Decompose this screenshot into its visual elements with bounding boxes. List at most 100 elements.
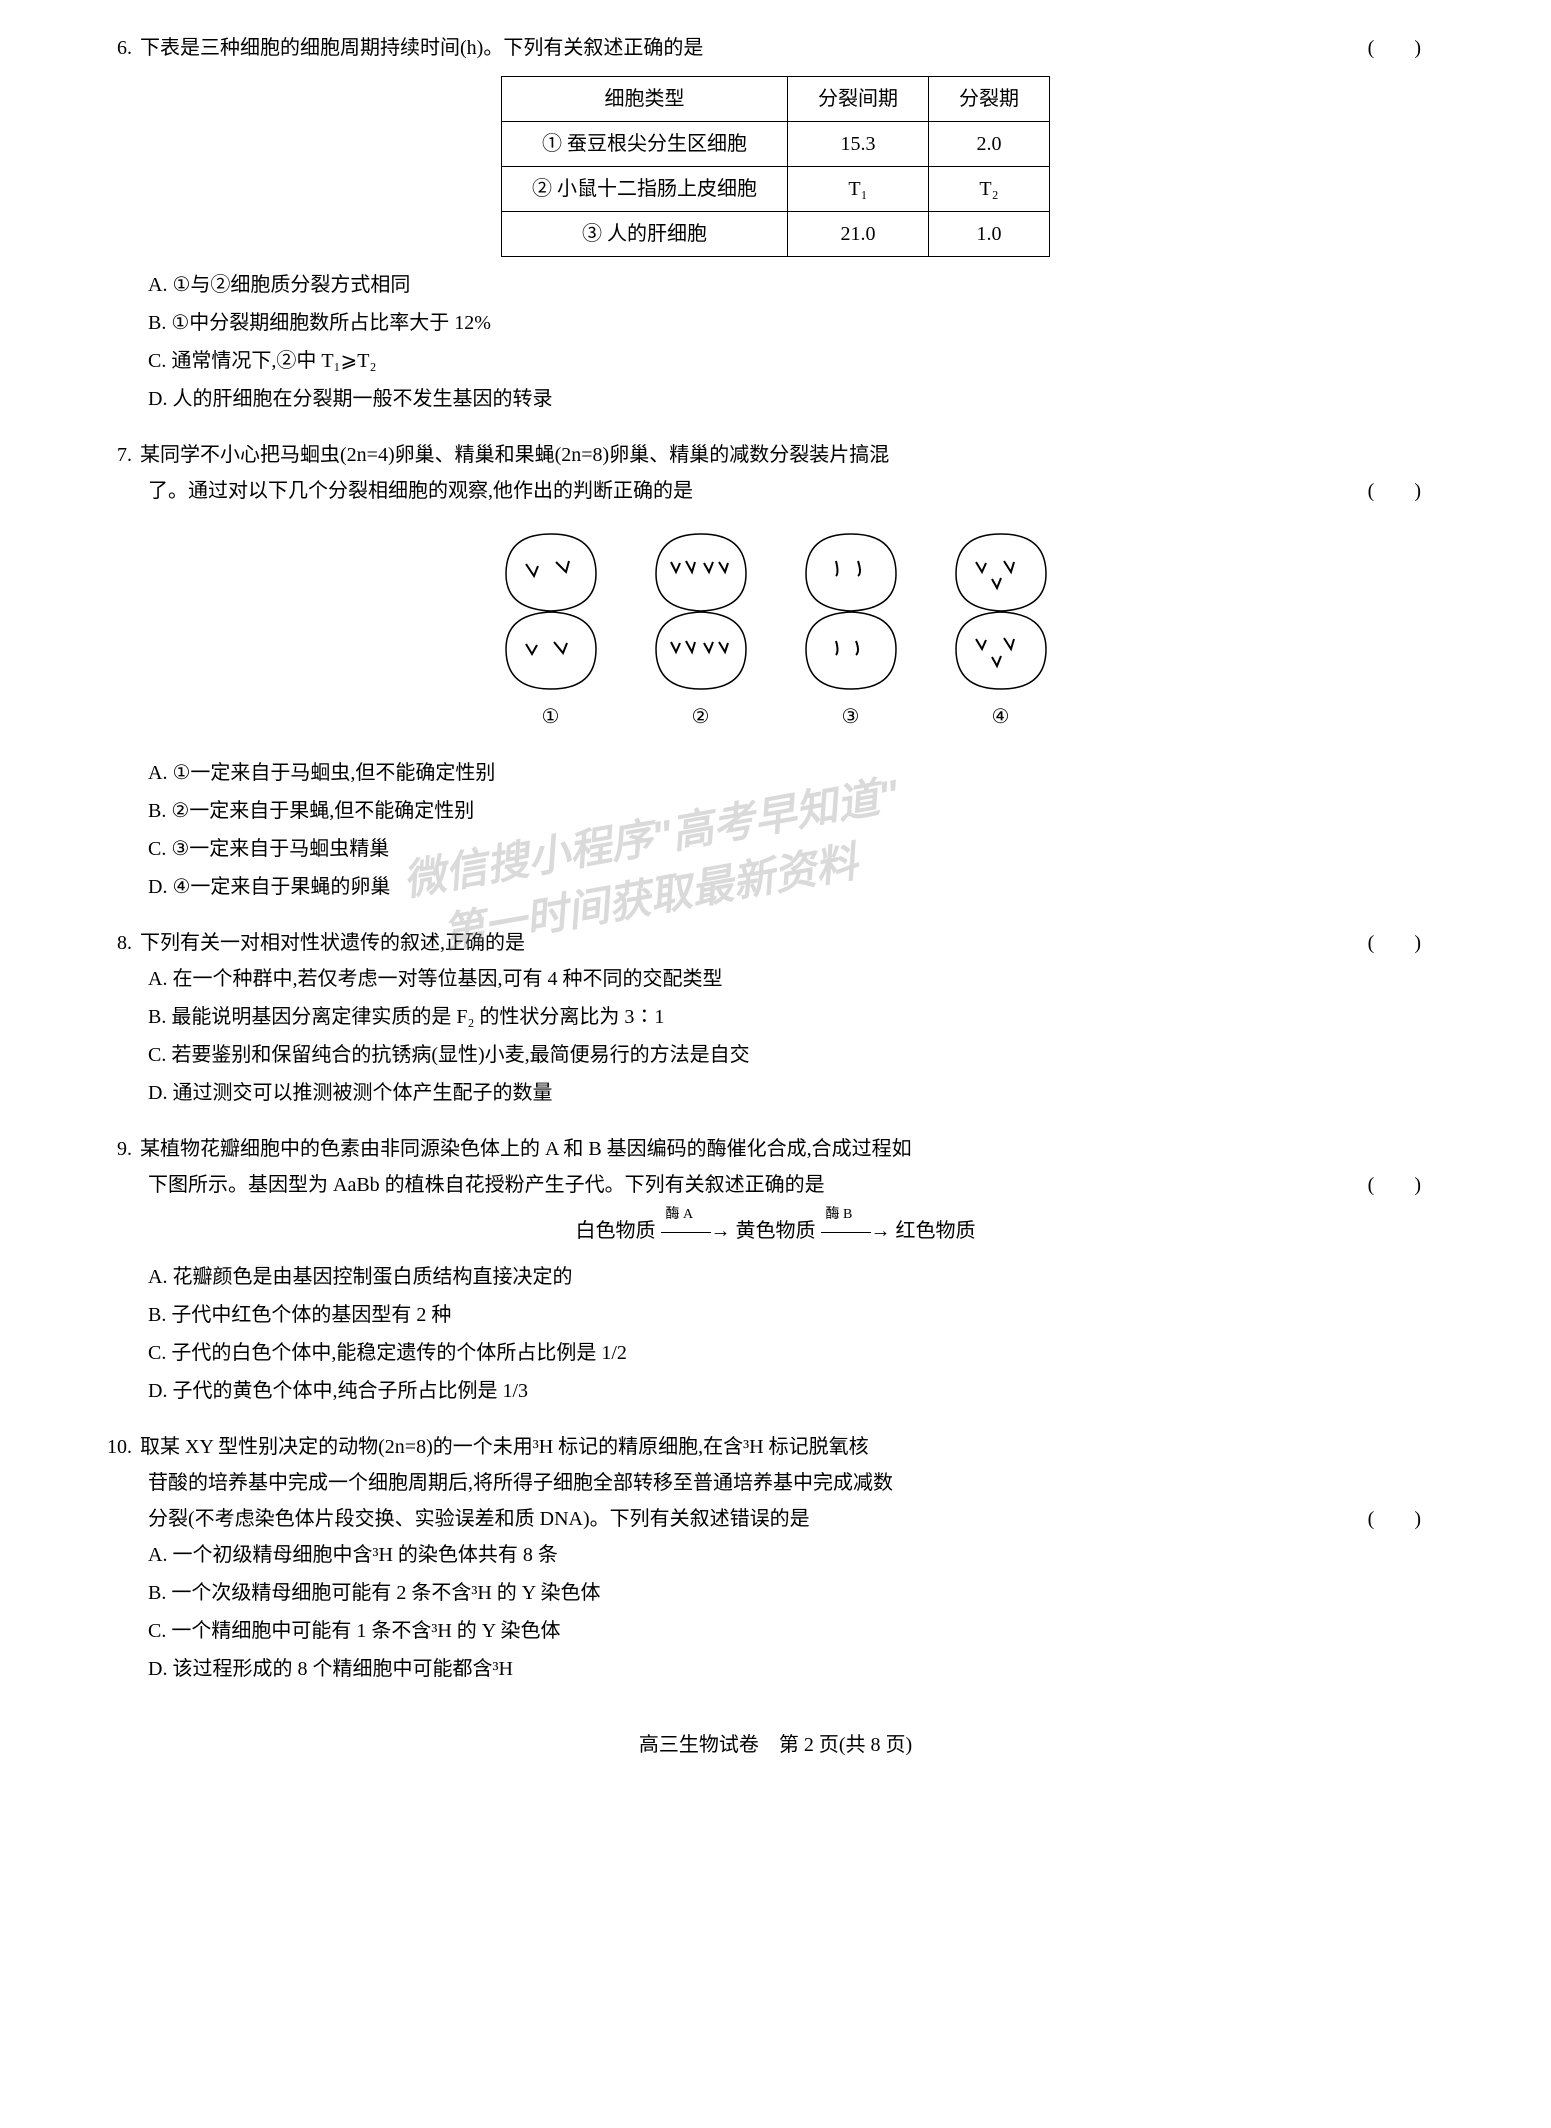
cell-item-2: ② xyxy=(646,529,756,735)
question-header: 6. 下表是三种细胞的细胞周期持续时间(h)。下列有关叙述正确的是 ( ) xyxy=(100,30,1451,66)
cell-item-4: ④ xyxy=(946,529,1056,735)
page-container: 6. 下表是三种细胞的细胞周期持续时间(h)。下列有关叙述正确的是 ( ) 细胞… xyxy=(100,30,1451,1763)
arrow-icon: 酶 B → xyxy=(821,1220,896,1242)
option-a: A. ①与②细胞质分裂方式相同 xyxy=(148,267,1451,303)
question-7: 7. 某同学不小心把马蛔虫(2n=4)卵巢、精巢和果蝇(2n=8)卵巢、精巢的减… xyxy=(100,437,1451,905)
question-text: 下列有关一对相对性状遗传的叙述,正确的是 xyxy=(140,925,1368,961)
options-list: A. 在一个种群中,若仅考虑一对等位基因,可有 4 种不同的交配类型 B. 最能… xyxy=(100,961,1451,1111)
option-c: C. 一个精细胞中可能有 1 条不含³H 的 Y 染色体 xyxy=(148,1613,1451,1649)
table-header-cell: 分裂期 xyxy=(929,77,1050,122)
cell-shape-icon xyxy=(796,529,906,694)
table-header-cell: 分裂间期 xyxy=(788,77,929,122)
enzyme-label: 酶 B xyxy=(826,1202,853,1227)
table-row: ③ 人的肝细胞 21.0 1.0 xyxy=(502,212,1050,257)
option-a: A. 在一个种群中,若仅考虑一对等位基因,可有 4 种不同的交配类型 xyxy=(148,961,1451,997)
table-row: ② 小鼠十二指肠上皮细胞 T₁ T₂ xyxy=(502,167,1050,212)
arrow-icon: 酶 A → xyxy=(661,1220,736,1242)
question-header: 10. 取某 XY 型性别决定的动物(2n=8)的一个未用³H 标记的精原细胞,… xyxy=(100,1429,1451,1465)
question-number: 10. xyxy=(100,1429,140,1465)
option-d: D. ④一定来自于果蝇的卵巢 xyxy=(148,869,1451,905)
question-header: 8. 下列有关一对相对性状遗传的叙述,正确的是 ( ) xyxy=(100,925,1451,961)
option-b: B. ②一定来自于果蝇,但不能确定性别 xyxy=(148,793,1451,829)
question-number: 7. xyxy=(100,437,140,473)
synthesis-pathway: 白色物质 酶 A → 黄色物质 酶 B → 红色物质 xyxy=(100,1213,1451,1249)
cell-shape-icon xyxy=(646,529,756,694)
cell-shape-icon xyxy=(496,529,606,694)
cell-label: ③ xyxy=(842,699,860,735)
pathway-yellow: 黄色物质 xyxy=(736,1220,816,1242)
pathway-red: 红色物质 xyxy=(896,1220,976,1242)
question-text-line: 分裂(不考虑染色体片段交换、实验误差和质 DNA)。下列有关叙述错误的是 xyxy=(148,1501,1368,1537)
question-text: 某植物花瓣细胞中的色素由非同源染色体上的 A 和 B 基因编码的酶催化合成,合成… xyxy=(140,1131,1451,1167)
cell-shape-icon xyxy=(946,529,1056,694)
option-a: A. 一个初级精母细胞中含³H 的染色体共有 8 条 xyxy=(148,1537,1451,1573)
table-cell: ① 蚕豆根尖分生区细胞 xyxy=(502,122,788,167)
table-cell: T₁ xyxy=(788,167,929,212)
table-header-cell: 细胞类型 xyxy=(502,77,788,122)
question-6: 6. 下表是三种细胞的细胞周期持续时间(h)。下列有关叙述正确的是 ( ) 细胞… xyxy=(100,30,1451,417)
cell-cycle-table: 细胞类型 分裂间期 分裂期 ① 蚕豆根尖分生区细胞 15.3 2.0 ② 小鼠十… xyxy=(501,76,1050,257)
answer-blank: ( ) xyxy=(1368,925,1451,961)
options-list: A. 一个初级精母细胞中含³H 的染色体共有 8 条 B. 一个次级精母细胞可能… xyxy=(100,1537,1451,1687)
question-text: 取某 XY 型性别决定的动物(2n=8)的一个未用³H 标记的精原细胞,在含³H… xyxy=(140,1429,1451,1465)
option-c: C. 若要鉴别和保留纯合的抗锈病(显性)小麦,最简便易行的方法是自交 xyxy=(148,1037,1451,1073)
cells-row: ① ② xyxy=(100,529,1451,735)
question-text-row: 分裂(不考虑染色体片段交换、实验误差和质 DNA)。下列有关叙述错误的是 ( ) xyxy=(100,1501,1451,1537)
question-text-line: 某同学不小心把马蛔虫(2n=4)卵巢、精巢和果蝇(2n=8)卵巢、精巢的减数分裂… xyxy=(140,444,889,466)
options-list: A. ①一定来自于马蛔虫,但不能确定性别 B. ②一定来自于果蝇,但不能确定性别… xyxy=(100,755,1451,905)
question-text-line: 苷酸的培养基中完成一个细胞周期后,将所得子细胞全部转移至普通培养基中完成减数 xyxy=(148,1465,1451,1501)
option-d: D. 通过测交可以推测被测个体产生配子的数量 xyxy=(148,1075,1451,1111)
question-number: 8. xyxy=(100,925,140,961)
options-list: A. 花瓣颜色是由基因控制蛋白质结构直接决定的 B. 子代中红色个体的基因型有 … xyxy=(100,1259,1451,1409)
question-9: 9. 某植物花瓣细胞中的色素由非同源染色体上的 A 和 B 基因编码的酶催化合成… xyxy=(100,1131,1451,1409)
table-header-row: 细胞类型 分裂间期 分裂期 xyxy=(502,77,1050,122)
question-text-row: 苷酸的培养基中完成一个细胞周期后,将所得子细胞全部转移至普通培养基中完成减数 xyxy=(100,1465,1451,1501)
option-c: C. 通常情况下,②中 T₁⩾T₂ xyxy=(148,343,1451,379)
option-b: B. 一个次级精母细胞可能有 2 条不含³H 的 Y 染色体 xyxy=(148,1575,1451,1611)
answer-blank: ( ) xyxy=(1368,1167,1451,1203)
option-a: A. ①一定来自于马蛔虫,但不能确定性别 xyxy=(148,755,1451,791)
enzyme-label: 酶 A xyxy=(666,1202,694,1227)
question-text-line: 了。通过对以下几个分裂相细胞的观察,他作出的判断正确的是 xyxy=(148,473,1368,509)
cell-diagram: ① ② xyxy=(100,529,1451,735)
options-list: A. ①与②细胞质分裂方式相同 B. ①中分裂期细胞数所占比率大于 12% C.… xyxy=(100,267,1451,417)
table-cell: 21.0 xyxy=(788,212,929,257)
table-cell: T₂ xyxy=(929,167,1050,212)
table-cell: ② 小鼠十二指肠上皮细胞 xyxy=(502,167,788,212)
cell-item-3: ③ xyxy=(796,529,906,735)
option-d: D. 子代的黄色个体中,纯合子所占比例是 1/3 xyxy=(148,1373,1451,1409)
table-cell: 1.0 xyxy=(929,212,1050,257)
option-d: D. 该过程形成的 8 个精细胞中可能都含³H xyxy=(148,1651,1451,1687)
table-cell: ③ 人的肝细胞 xyxy=(502,212,788,257)
table-cell: 15.3 xyxy=(788,122,929,167)
table-row: ① 蚕豆根尖分生区细胞 15.3 2.0 xyxy=(502,122,1050,167)
question-header: 7. 某同学不小心把马蛔虫(2n=4)卵巢、精巢和果蝇(2n=8)卵巢、精巢的减… xyxy=(100,437,1451,473)
answer-blank: ( ) xyxy=(1368,473,1451,509)
question-10: 10. 取某 XY 型性别决定的动物(2n=8)的一个未用³H 标记的精原细胞,… xyxy=(100,1429,1451,1687)
option-c: C. 子代的白色个体中,能稳定遗传的个体所占比例是 1/2 xyxy=(148,1335,1451,1371)
question-text-row: 下图所示。基因型为 AaBb 的植株自花授粉产生子代。下列有关叙述正确的是 ( … xyxy=(100,1167,1451,1203)
table-cell: 2.0 xyxy=(929,122,1050,167)
cell-label: ① xyxy=(542,699,560,735)
answer-blank: ( ) xyxy=(1368,30,1451,66)
question-text-line: 下图所示。基因型为 AaBb 的植株自花授粉产生子代。下列有关叙述正确的是 xyxy=(148,1167,1368,1203)
question-text: 下表是三种细胞的细胞周期持续时间(h)。下列有关叙述正确的是 xyxy=(140,30,1368,66)
option-d: D. 人的肝细胞在分裂期一般不发生基因的转录 xyxy=(148,381,1451,417)
question-text: 某同学不小心把马蛔虫(2n=4)卵巢、精巢和果蝇(2n=8)卵巢、精巢的减数分裂… xyxy=(140,437,1451,473)
question-8: 8. 下列有关一对相对性状遗传的叙述,正确的是 ( ) A. 在一个种群中,若仅… xyxy=(100,925,1451,1111)
option-b: B. 最能说明基因分离定律实质的是 F₂ 的性状分离比为 3∶1 xyxy=(148,999,1451,1035)
question-header: 9. 某植物花瓣细胞中的色素由非同源染色体上的 A 和 B 基因编码的酶催化合成… xyxy=(100,1131,1451,1167)
cell-label: ② xyxy=(692,699,710,735)
pathway-white: 白色物质 xyxy=(576,1220,656,1242)
cell-item-1: ① xyxy=(496,529,606,735)
option-a: A. 花瓣颜色是由基因控制蛋白质结构直接决定的 xyxy=(148,1259,1451,1295)
answer-blank: ( ) xyxy=(1368,1501,1451,1537)
option-b: B. ①中分裂期细胞数所占比率大于 12% xyxy=(148,305,1451,341)
question-number: 6. xyxy=(100,30,140,66)
page-footer: 高三生物试卷 第 2 页(共 8 页) xyxy=(100,1727,1451,1763)
question-text-row: 了。通过对以下几个分裂相细胞的观察,他作出的判断正确的是 ( ) xyxy=(100,473,1451,509)
question-number: 9. xyxy=(100,1131,140,1167)
cell-label: ④ xyxy=(992,699,1010,735)
option-b: B. 子代中红色个体的基因型有 2 种 xyxy=(148,1297,1451,1333)
option-c: C. ③一定来自于马蛔虫精巢 xyxy=(148,831,1451,867)
